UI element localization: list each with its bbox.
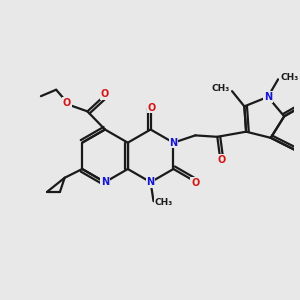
Text: O: O	[148, 103, 156, 112]
Text: O: O	[101, 89, 109, 99]
Text: O: O	[191, 178, 200, 188]
Text: CH₃: CH₃	[280, 73, 298, 82]
Text: CH₃: CH₃	[155, 198, 173, 207]
Text: N: N	[146, 177, 155, 187]
Text: N: N	[264, 92, 272, 102]
Text: O: O	[63, 98, 71, 108]
Text: CH₃: CH₃	[212, 84, 230, 93]
Text: O: O	[218, 155, 226, 165]
Text: N: N	[169, 138, 178, 148]
Text: N: N	[101, 177, 109, 187]
